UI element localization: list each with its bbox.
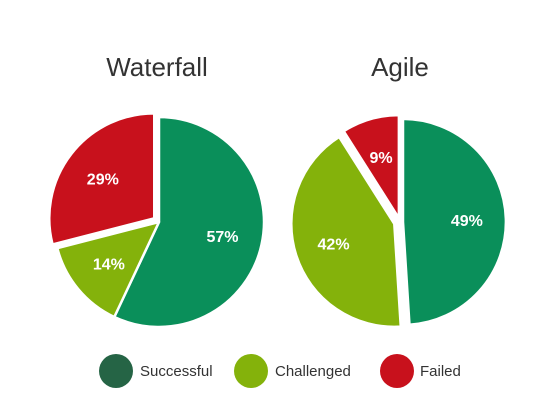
waterfall-slice-successful bbox=[113, 115, 266, 329]
waterfall-slice-challenged bbox=[56, 220, 161, 319]
agile-slice-challenged bbox=[290, 135, 403, 329]
legend: Successful Challenged Failed bbox=[99, 354, 461, 388]
legend-label-failed: Failed bbox=[420, 363, 461, 380]
legend-swatch-successful bbox=[99, 354, 133, 388]
waterfall-slice-label-challenged: 14% bbox=[93, 257, 125, 274]
agile-slice-successful bbox=[401, 117, 508, 326]
agile-slice-failed bbox=[342, 113, 401, 220]
legend-swatch-challenged bbox=[234, 354, 268, 388]
waterfall-slice-label-successful: 57% bbox=[207, 229, 239, 246]
waterfall-pie-chart: Waterfall 57% 14% 29% bbox=[48, 52, 266, 329]
agile-slice-label-failed: 9% bbox=[370, 150, 393, 167]
legend-label-successful: Successful bbox=[140, 363, 213, 380]
legend-item-challenged: Challenged bbox=[234, 354, 351, 388]
agile-chart-title: Agile bbox=[371, 52, 429, 82]
waterfall-slice-label-failed: 29% bbox=[87, 171, 119, 188]
agile-slice-label-successful: 49% bbox=[451, 213, 483, 230]
legend-item-failed: Failed bbox=[380, 354, 461, 388]
agile-pie-chart: Agile 49% 42% 9% bbox=[290, 52, 508, 329]
legend-label-challenged: Challenged bbox=[275, 363, 351, 380]
waterfall-chart-title: Waterfall bbox=[106, 52, 208, 82]
legend-item-successful: Successful bbox=[99, 354, 213, 388]
agile-slice-label-challenged: 42% bbox=[318, 237, 350, 254]
legend-swatch-failed bbox=[380, 354, 414, 388]
waterfall-slice-failed bbox=[48, 112, 156, 246]
